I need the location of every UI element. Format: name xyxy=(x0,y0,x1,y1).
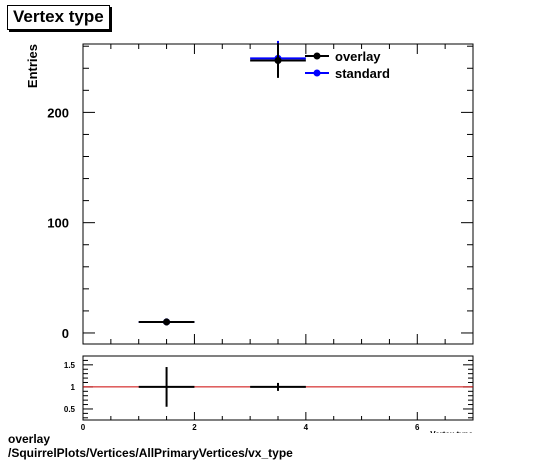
x-label-clip-mask xyxy=(380,433,500,443)
ratio-x-tick-label: 0 xyxy=(81,423,86,432)
main-plot-panel: 0 100 200 Entries overlay standard xyxy=(25,40,474,345)
y-tick-label: 0 xyxy=(62,326,69,341)
footer-caption: overlay /SquirrelPlots/Vertices/AllPrima… xyxy=(8,432,293,460)
ratio-y-tick-label: 1.5 xyxy=(64,361,76,370)
series-overlay-point xyxy=(163,318,171,326)
ratio-y-tick-label: 1 xyxy=(71,383,76,392)
main-plot-frame xyxy=(82,43,474,345)
chart-title: Vertex type xyxy=(7,5,110,30)
series-overlay-point xyxy=(274,57,282,65)
ratio-y-tick-label: 0.5 xyxy=(64,405,76,414)
footer-line-1: overlay xyxy=(8,432,51,446)
legend-label-overlay: overlay xyxy=(335,49,381,64)
legend-marker-standard xyxy=(313,69,321,77)
legend-marker-overlay xyxy=(313,52,321,60)
ratio-x-tick-label: 4 xyxy=(304,423,309,432)
y-tick-label: 100 xyxy=(47,216,69,231)
legend-label-standard: standard xyxy=(335,66,390,81)
ratio-x-tick-label: 2 xyxy=(192,423,197,432)
y-tick-label: 200 xyxy=(47,105,69,120)
y-axis-label: Entries xyxy=(25,44,40,88)
ratio-x-tick-label: 6 xyxy=(415,423,420,432)
footer-line-2: /SquirrelPlots/Vertices/AllPrimaryVertic… xyxy=(8,446,293,460)
